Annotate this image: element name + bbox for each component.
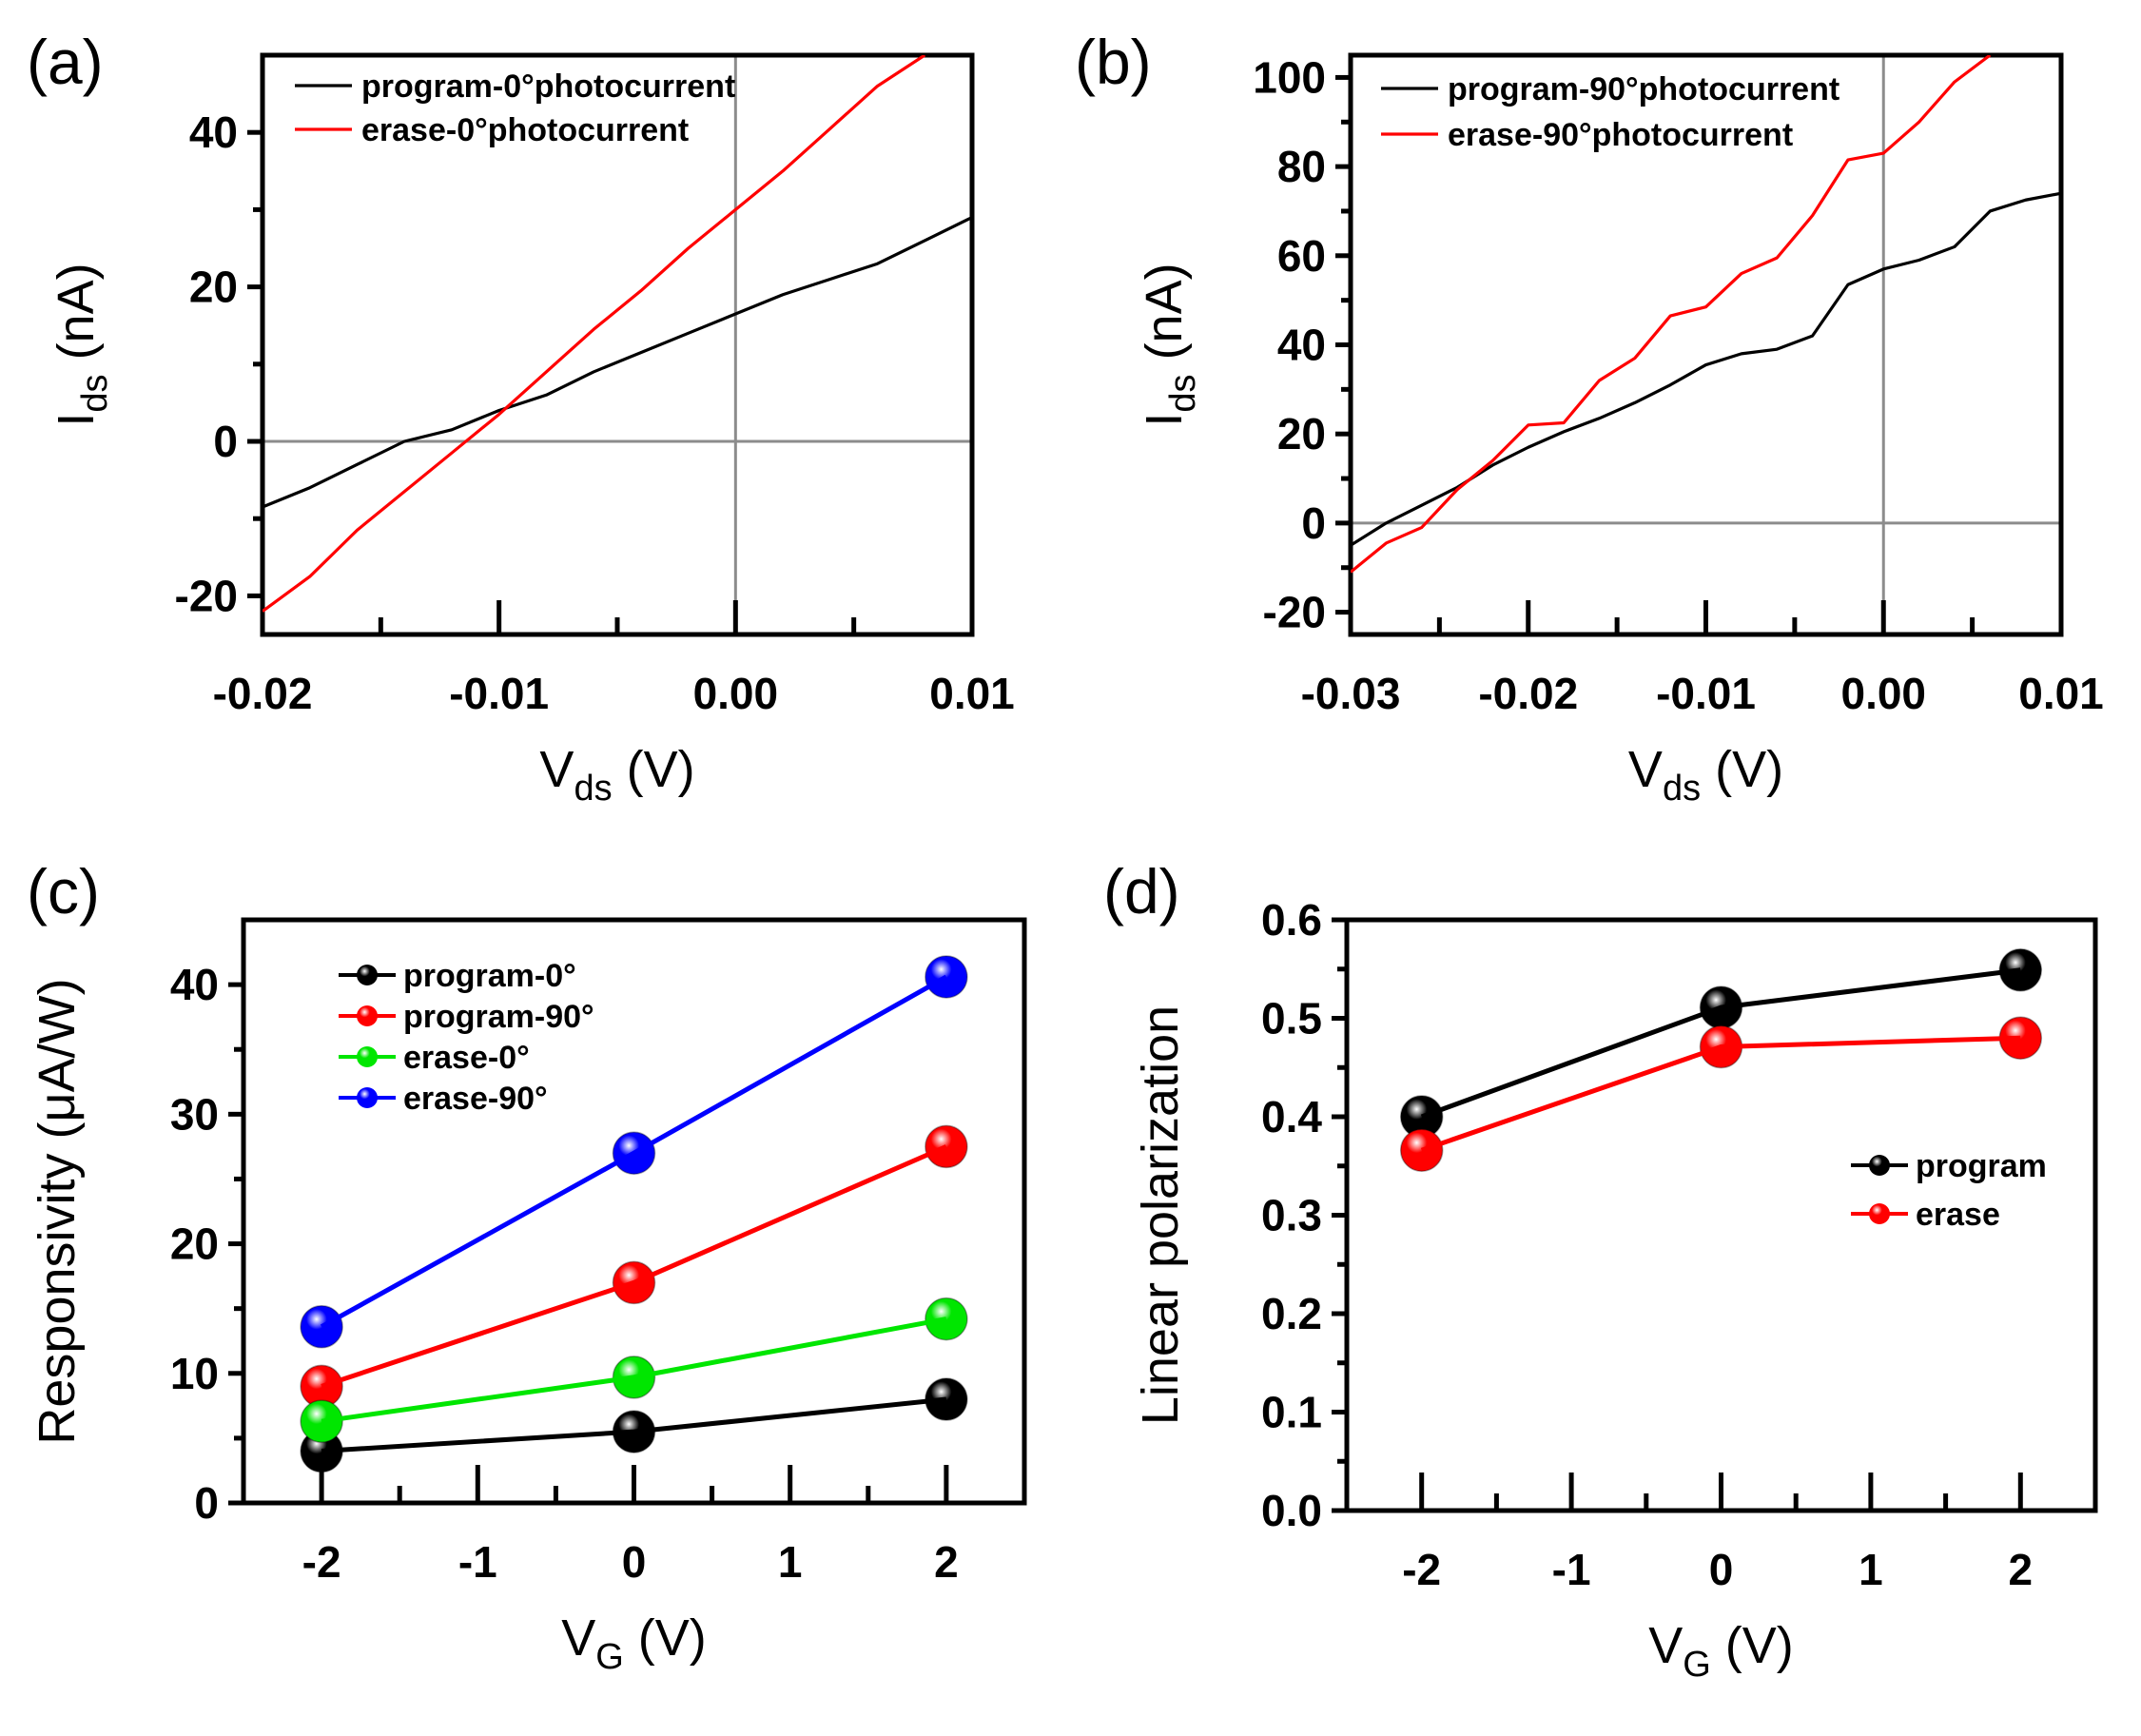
y-tick-label: 0.3 — [1261, 1191, 1322, 1240]
x-tick-label: -0.01 — [1656, 669, 1756, 718]
y-tick-label: 10 — [170, 1349, 219, 1398]
legend-marker — [357, 1087, 378, 1108]
panel-b: (b) -20 0 20 40 60 80 100 -0.03 -0.02 -0.01 0.00 0.0… — [1075, 27, 2104, 809]
series-line-0 — [1351, 191, 2061, 547]
legend-marker — [357, 1005, 378, 1026]
y-tick-label: 40 — [1277, 321, 1326, 370]
y-tick-label: 20 — [170, 1219, 219, 1269]
series-line-3 — [320, 974, 948, 1329]
x-axis-label: Vds (V) — [539, 741, 694, 809]
legend-label: erase-0°photocurrent — [361, 112, 689, 148]
legend-marker — [1869, 1203, 1890, 1224]
y-axis-label: Responsivity (μA/W) — [29, 978, 86, 1444]
x-tick-label: 1 — [1859, 1545, 1883, 1594]
marker-group — [300, 955, 968, 1473]
x-tick-label: 2 — [2009, 1545, 2034, 1594]
x-axis-label: VG (V) — [1648, 1617, 1794, 1685]
x-axis-label: Vds (V) — [1628, 741, 1783, 809]
x-tick-label: -0.01 — [449, 669, 549, 718]
y-tick-label: -20 — [1263, 588, 1326, 637]
panel-label-c: (c) — [27, 856, 100, 927]
panel-c: (c) 0 10 20 30 40 -2 -1 0 1 2 VG (V) Responsivity (μ… — [27, 856, 1027, 1677]
panel-a: (a) -20 0 20 40 -0.02 -0.01 0.00 0.01 Vds (V) Ids … — [27, 27, 1015, 809]
marker-group — [1399, 948, 2043, 1172]
y-tick-label: 20 — [1277, 409, 1326, 458]
legend-label: erase-0° — [403, 1040, 530, 1076]
y-tick-label: 0 — [213, 417, 238, 466]
y-tick-label: -20 — [175, 571, 238, 620]
x-tick-label: -2 — [302, 1537, 341, 1587]
series-line-1 — [1420, 1035, 2021, 1153]
series-line-2 — [321, 1317, 947, 1424]
series-line-1 — [321, 1144, 947, 1389]
legend-label: erase-90°photocurrent — [1448, 117, 1793, 153]
x-tick-label: 0.00 — [693, 669, 779, 718]
y-tick-label: 0 — [194, 1478, 219, 1528]
series-group — [263, 55, 972, 613]
x-tick-label: -0.02 — [1478, 669, 1578, 718]
x-tick-label: 0.01 — [929, 669, 1015, 718]
y-tick-label: 0.1 — [1261, 1388, 1322, 1437]
series-line-1 — [263, 55, 926, 613]
series-line-0 — [1420, 967, 2021, 1120]
series-group — [1351, 55, 2061, 574]
y-axis-label: Linear polarization — [1132, 1005, 1189, 1425]
y-tick-label: 80 — [1277, 142, 1326, 191]
x-tick-label: 0.00 — [1840, 669, 1926, 718]
y-tick-label: 0.2 — [1261, 1289, 1322, 1338]
panel-label-b: (b) — [1075, 27, 1152, 97]
legend-label: erase — [1916, 1197, 2000, 1233]
x-tick-label: -1 — [458, 1537, 497, 1587]
x-tick-label: 0.01 — [2018, 669, 2104, 718]
legend-label: program-0° — [403, 958, 576, 994]
legend-marker — [357, 1046, 378, 1067]
y-tick-label: 0.6 — [1261, 895, 1322, 945]
legend-label: program-90°photocurrent — [1448, 71, 1839, 107]
series-line-0 — [263, 216, 972, 509]
x-tick-label: 0 — [1709, 1545, 1734, 1594]
x-tick-label: 2 — [934, 1537, 959, 1587]
x-tick-label: -0.03 — [1301, 669, 1401, 718]
y-tick-label: 30 — [170, 1089, 219, 1139]
legend-marker — [357, 965, 378, 985]
y-tick-label: 0.0 — [1261, 1486, 1322, 1535]
legend-label: program-0°photocurrent — [361, 68, 735, 105]
x-axis-label: VG (V) — [561, 1609, 707, 1677]
y-tick-label: 0 — [1301, 498, 1326, 548]
x-tick-label: -0.02 — [213, 669, 313, 718]
legend-label: program-90° — [403, 999, 594, 1035]
x-tick-label: 0 — [622, 1537, 647, 1587]
y-tick-label: 100 — [1253, 52, 1326, 102]
y-tick-label: 60 — [1277, 231, 1326, 281]
legend-label: erase-90° — [403, 1081, 548, 1117]
y-tick-label: 0.5 — [1261, 994, 1322, 1044]
panel-label-d: (d) — [1103, 856, 1180, 927]
series-line-0 — [321, 1396, 947, 1454]
y-axis-label: Ids (nA) — [1136, 263, 1203, 426]
legend-marker — [1869, 1155, 1890, 1176]
x-tick-label: -2 — [1402, 1545, 1441, 1594]
panel-d: (d) 0.0 0.1 0.2 0.3 0.4 0.5 0.6 -2 -1 0 1 2 VG (V) Lin… — [1103, 856, 2098, 1685]
y-tick-label: 20 — [189, 263, 238, 312]
x-tick-label: 1 — [778, 1537, 803, 1587]
y-tick-label: 40 — [189, 107, 238, 157]
y-tick-label: 40 — [170, 960, 219, 1009]
y-tick-label: 0.4 — [1261, 1092, 1322, 1141]
series-line-1 — [1351, 55, 1992, 574]
panel-label-a: (a) — [27, 27, 104, 97]
legend-label: program — [1916, 1148, 2047, 1184]
x-tick-label: -1 — [1552, 1545, 1591, 1594]
y-axis-label: Ids (nA) — [48, 263, 115, 426]
